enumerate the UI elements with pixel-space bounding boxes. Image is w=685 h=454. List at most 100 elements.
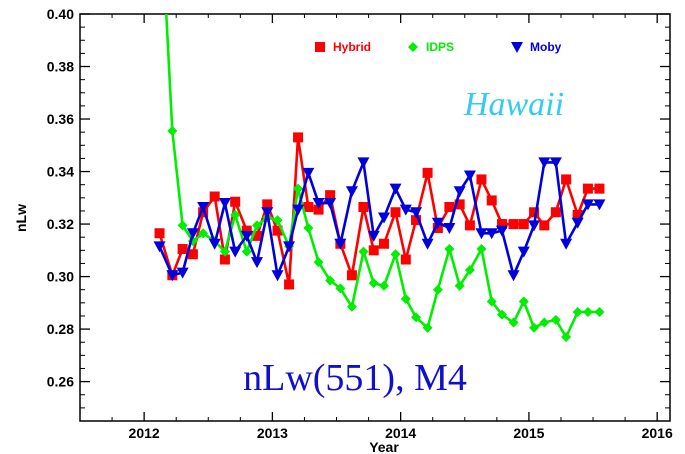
data-point xyxy=(346,301,357,312)
data-point xyxy=(252,220,262,231)
data-point xyxy=(496,219,507,230)
data-point xyxy=(453,186,466,198)
data-point xyxy=(529,207,540,218)
data-point xyxy=(167,125,178,136)
data-point xyxy=(593,199,606,211)
data-point xyxy=(186,228,199,240)
x-axis-title: Year xyxy=(369,439,399,454)
axis-tick-labels: 2012 2013 2014 2015 2016 0.26 0.28 0.30 0.32 0.34… xyxy=(47,6,673,441)
data-point xyxy=(528,220,541,232)
data-point xyxy=(177,244,188,255)
data-point xyxy=(241,246,252,257)
data-point xyxy=(561,174,572,185)
data-point xyxy=(377,212,390,224)
x-tick-label: 2012 xyxy=(129,425,160,441)
data-point xyxy=(284,279,295,290)
data-point xyxy=(464,220,475,231)
data-point xyxy=(358,246,369,257)
data-point xyxy=(572,209,583,220)
data-point xyxy=(444,201,455,212)
data-point xyxy=(345,186,358,198)
data-point xyxy=(581,199,594,211)
legend-item: Hybrid xyxy=(315,40,371,54)
data-point xyxy=(177,220,188,231)
data-point xyxy=(303,201,314,212)
data-point xyxy=(561,331,572,342)
data-point xyxy=(539,220,550,231)
data-point xyxy=(389,183,402,195)
data-point xyxy=(550,314,561,325)
data-point xyxy=(410,207,423,219)
data-point xyxy=(594,307,605,318)
data-point xyxy=(358,201,369,212)
data-point xyxy=(582,183,593,194)
data-point xyxy=(313,257,324,268)
data-point xyxy=(475,228,488,240)
data-point xyxy=(378,280,389,291)
data-point xyxy=(421,238,434,250)
data-point xyxy=(594,183,605,194)
data-point xyxy=(292,204,305,216)
data-point xyxy=(400,293,411,304)
data-point xyxy=(454,199,465,210)
data-point xyxy=(176,267,189,279)
data-point xyxy=(229,246,242,258)
series-line xyxy=(164,14,600,339)
data-point xyxy=(518,219,529,230)
data-point xyxy=(313,204,324,215)
plot-frame xyxy=(79,13,671,422)
data-point xyxy=(517,246,530,258)
data-point xyxy=(454,280,465,291)
legend-marker xyxy=(315,42,325,52)
data-point xyxy=(302,167,315,179)
data-point xyxy=(312,198,325,210)
data-point xyxy=(272,215,283,226)
data-point xyxy=(560,238,573,250)
data-point xyxy=(153,241,166,253)
legend-marker xyxy=(511,42,523,53)
x-tick-label: 2013 xyxy=(257,425,288,441)
data-point xyxy=(400,254,411,265)
data-point xyxy=(325,275,336,286)
data-point xyxy=(431,217,444,229)
data-point xyxy=(476,174,487,185)
data-point xyxy=(422,167,433,178)
data-point xyxy=(463,170,476,182)
data-point xyxy=(411,312,422,323)
data-point xyxy=(154,228,165,239)
data-point xyxy=(271,270,284,282)
series-layer xyxy=(153,14,606,342)
axis-ticks xyxy=(79,13,670,422)
data-point xyxy=(582,307,593,318)
data-point xyxy=(390,249,401,260)
data-point xyxy=(230,209,241,220)
data-point xyxy=(283,241,296,253)
y-tick-label: 0.32 xyxy=(47,216,74,232)
data-point xyxy=(198,228,209,239)
data-point xyxy=(443,223,456,235)
data-point xyxy=(219,254,230,265)
data-point xyxy=(550,207,561,218)
data-point xyxy=(187,249,198,260)
y-tick-label: 0.36 xyxy=(47,111,74,127)
legend-label: Hybrid xyxy=(333,40,371,54)
data-point xyxy=(219,246,230,257)
data-point xyxy=(324,198,337,210)
data-point xyxy=(208,238,221,250)
series-moby xyxy=(153,157,606,282)
legend-marker xyxy=(408,42,418,52)
y-axis-title: nLw xyxy=(13,204,29,232)
data-point xyxy=(334,238,347,250)
legend: Hybrid IDPS Moby xyxy=(315,40,562,54)
data-point xyxy=(486,296,497,307)
legend-label: IDPS xyxy=(426,40,454,54)
data-point xyxy=(368,278,379,289)
x-tick-label: 2014 xyxy=(385,425,416,441)
data-point xyxy=(335,283,346,294)
y-tick-label: 0.26 xyxy=(47,374,74,390)
data-point xyxy=(166,270,179,282)
data-point xyxy=(293,132,304,143)
data-point xyxy=(444,244,455,255)
data-point xyxy=(571,217,584,229)
